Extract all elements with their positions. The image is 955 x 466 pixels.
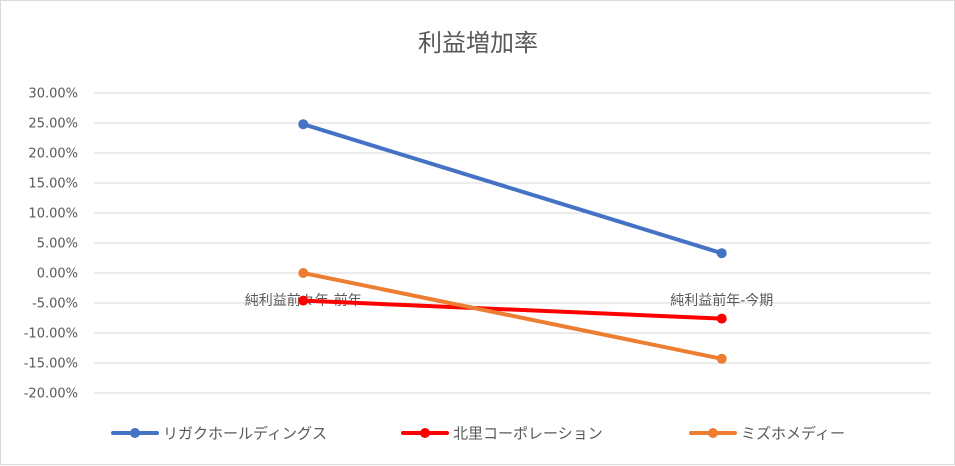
y-tick-label: 30.00% [28, 87, 78, 102]
y-tick-label: 0.00% [37, 267, 78, 282]
legend-swatch-marker [708, 428, 718, 438]
y-tick-label: 5.00% [37, 237, 78, 252]
data-point [716, 248, 727, 259]
y-tick-label: 20.00% [28, 147, 78, 162]
y-tick-label: -5.00% [32, 297, 78, 312]
chart-title: 利益増加率 [418, 29, 538, 57]
legend-swatch-marker [420, 428, 430, 438]
series-lines [298, 119, 727, 364]
series-line [301, 298, 724, 321]
y-tick-label: -15.00% [24, 357, 78, 372]
data-point [298, 119, 309, 130]
y-tick-label: 10.00% [28, 207, 78, 222]
data-point [716, 313, 727, 324]
y-axis-ticks: 30.00% 25.00% 20.00% 15.00% 10.00% 5.00% 0.00%… [24, 87, 78, 402]
legend: リガクホールディングス 北里コーポレーション ミズホメディー [111, 425, 845, 443]
data-point [716, 353, 727, 364]
legend-swatch-marker [130, 428, 140, 438]
series-line [301, 271, 724, 361]
y-tick-label: 25.00% [28, 117, 78, 132]
y-tick-label: -20.00% [24, 387, 78, 402]
data-point [298, 268, 309, 278]
legend-label: リガクホールディングス [163, 425, 327, 443]
y-tick-label: -10.00% [24, 327, 78, 342]
legend-label: 北里コーポレーション [453, 425, 603, 443]
data-point [298, 295, 309, 306]
legend-label: ミズホメディー [741, 425, 845, 443]
gridlines [94, 92, 931, 394]
series-line [301, 122, 724, 256]
y-tick-label: 15.00% [28, 177, 78, 192]
x-category-label: 純利益前年-今期 [670, 292, 773, 309]
